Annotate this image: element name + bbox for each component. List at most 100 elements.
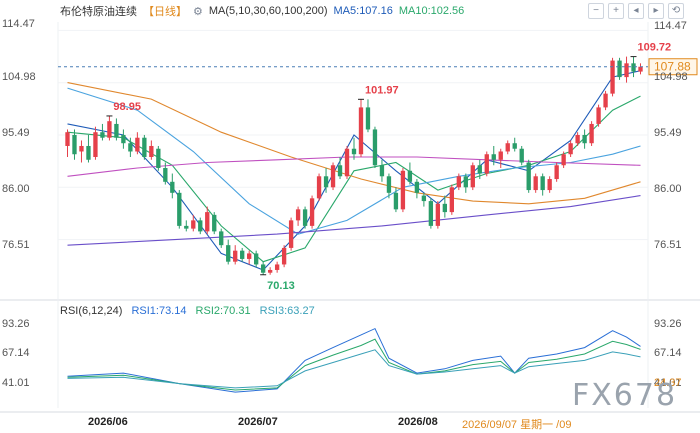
y-tick-left: 95.49 (2, 127, 30, 139)
rsi-tick-left: 41.01 (2, 377, 30, 389)
candle-body (351, 148, 357, 155)
candle-body (274, 264, 280, 270)
candle-body (100, 132, 105, 138)
candle-body (589, 123, 594, 144)
candle-body (191, 220, 196, 229)
crosshair-date-label: 2026/09/07 星期一 /09 (462, 419, 572, 431)
ma5-value: MA5:107.16 (333, 5, 393, 17)
candle-body (533, 176, 538, 191)
candle-body (226, 245, 231, 262)
candle-body (93, 132, 98, 157)
candle-body (393, 192, 399, 210)
y-tick-left: 86.00 (2, 183, 30, 195)
extreme-label: 70.13 (267, 280, 295, 292)
rsi1-value: RSI1:73.14 (131, 305, 187, 317)
candle-body (603, 93, 608, 108)
y-tick-right: 95.49 (654, 127, 682, 139)
candle-body (316, 176, 322, 199)
candle-body (302, 209, 308, 226)
rsi-line-rsi3 (67, 349, 641, 389)
y-tick-right: 114.47 (654, 20, 687, 32)
zoom-out-icon[interactable]: − (588, 3, 604, 19)
pan-right-icon[interactable]: ▸ (648, 3, 664, 19)
candle-body (372, 129, 378, 166)
candle-body (400, 170, 406, 210)
reset-icon[interactable]: ⟲ (668, 3, 684, 19)
rsi-header: RSI(6,12,24) RSI1:73.14 RSI2:70.31 RSI3:… (60, 305, 321, 317)
last-price-box (648, 58, 698, 76)
candle-body (323, 176, 329, 188)
ma-line-ma200 (67, 195, 641, 246)
period-label[interactable]: 【日线】 (143, 6, 187, 18)
rsi-lines (67, 327, 641, 393)
rsi-tick-right: 67.14 (654, 347, 682, 359)
candle-body (205, 212, 210, 232)
candle-body (219, 231, 224, 246)
candle-body (72, 134, 77, 155)
y-tick-right: 86.00 (654, 183, 682, 195)
zoom-in-icon[interactable]: + (608, 3, 624, 19)
candle-body (624, 63, 629, 78)
y-tick-right: 104.98 (654, 71, 688, 83)
candle-body (309, 198, 315, 226)
candle-body (267, 269, 273, 273)
candle-body (540, 176, 545, 191)
x-tick-label: 2026/06 (88, 416, 128, 428)
candle-body (512, 143, 517, 149)
candle-body (163, 168, 168, 182)
candle-body (610, 60, 615, 94)
candle-body (121, 134, 126, 144)
y-tick-left: 104.98 (2, 71, 36, 83)
candle-body (86, 145, 91, 160)
rsi-line-rsi1 (67, 327, 641, 393)
candle-body (79, 145, 84, 152)
candle-body (442, 203, 448, 213)
candle-body (386, 176, 392, 193)
extreme-label: 101.97 (365, 84, 399, 96)
candlesticks (65, 56, 643, 275)
candle-body (114, 123, 119, 138)
rsi-tick-right: 41.01 (654, 377, 682, 389)
candle-body (638, 66, 643, 72)
candle-body (288, 220, 294, 248)
candle-body (519, 148, 524, 163)
candle-body (379, 165, 385, 177)
candle-body (198, 220, 203, 232)
candle-body (498, 151, 503, 160)
candle-body (65, 132, 70, 146)
candle-body (365, 107, 371, 130)
candle-body (254, 253, 259, 265)
candle-body (477, 165, 482, 174)
x-tick-label: 2026/08 (398, 416, 438, 428)
candle-body (470, 165, 475, 188)
rsi-line-rsi2 (67, 338, 641, 391)
candle-body (582, 134, 587, 144)
candle-body (568, 143, 573, 155)
rsi-params: RSI(6,12,24) (60, 305, 123, 317)
last-price-label: 107.88 (654, 60, 691, 74)
candle-body (337, 165, 343, 177)
rsi2-value: RSI2:70.31 (195, 305, 251, 317)
ma10-value: MA10:102.56 (398, 5, 465, 17)
extreme-label: 109.72 (638, 42, 672, 54)
candle-body (554, 165, 559, 180)
settings-icon[interactable]: ⚙ (193, 5, 203, 18)
candle-body (344, 148, 350, 177)
candle-body (421, 195, 427, 202)
rsi-tick-right: 93.26 (654, 318, 682, 330)
candle-body (281, 247, 287, 265)
rsi-tick-left: 67.14 (2, 347, 30, 359)
pan-left-icon[interactable]: ◂ (628, 3, 644, 19)
candle-body (414, 181, 420, 193)
annotations: 107.88 98.95 101.97 70.13 109.72 (58, 42, 698, 292)
candle-body (463, 176, 468, 188)
ma-params: MA(5,10,30,60,100,200) (208, 5, 328, 17)
candle-body (617, 60, 622, 78)
candle-body (561, 154, 566, 166)
candle-body (260, 264, 266, 273)
candle-body (596, 107, 601, 124)
candle-body (505, 143, 510, 152)
x-tick-label: 2026/07 (238, 416, 278, 428)
candle-body (575, 134, 580, 144)
